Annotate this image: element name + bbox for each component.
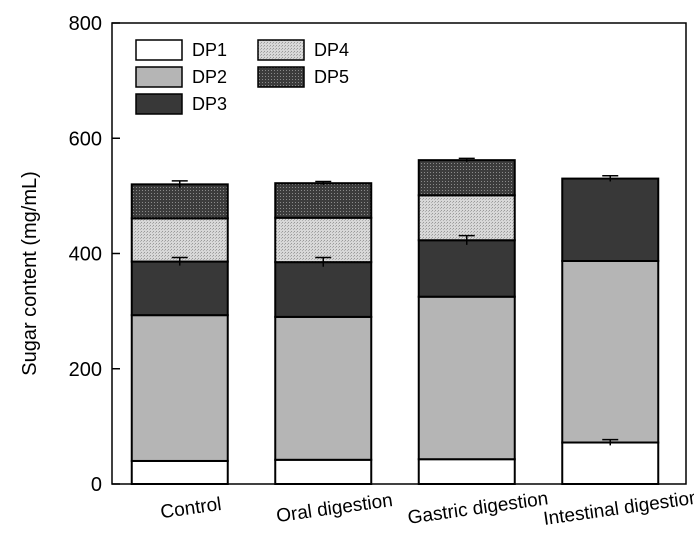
legend-swatch-dp4	[257, 39, 305, 61]
bar-gastric-digestion-dp3	[417, 239, 516, 298]
error-bar-intestinal-digestion-dp1	[602, 438, 619, 446]
bar-gastric-digestion-dp5	[417, 159, 516, 197]
error-bar-gastric-digestion-dp5	[458, 157, 475, 162]
bar-intestinal-digestion-dp2	[561, 259, 660, 444]
bar-control-dp5	[130, 183, 229, 220]
bar-gastric-digestion-dp2	[417, 295, 516, 461]
legend-item-dp4: DP4	[257, 39, 349, 61]
x-tick-label-gastric-digestion: Gastric digestion	[406, 488, 549, 528]
error-bar-intestinal-digestion-dp3	[602, 174, 619, 182]
legend-swatch-dp2	[135, 66, 183, 88]
error-bar-oral-digestion-dp5	[315, 180, 332, 185]
bar-gastric-digestion-dp1	[417, 458, 516, 486]
bar-oral-digestion-dp4	[274, 216, 373, 264]
bar-control-dp2	[130, 314, 229, 462]
bar-intestinal-digestion-dp3	[561, 177, 660, 262]
bar-gastric-digestion-dp4	[417, 194, 516, 242]
y-tick-label-0: 0	[91, 474, 102, 496]
y-tick-label-800: 800	[69, 13, 102, 35]
x-tick-label-control: Control	[159, 494, 223, 523]
x-tick-label-oral-digestion: Oral digestion	[275, 490, 394, 527]
x-tick-label-intestinal-digestion: Intestinal digestion	[542, 487, 694, 530]
error-bar-oral-digestion-dp3	[315, 256, 332, 267]
y-tick-label-600: 600	[69, 128, 102, 150]
legend-item-dp5: DP5	[257, 66, 349, 88]
y-tick-label-200: 200	[69, 359, 102, 381]
legend-item-dp3: DP3	[135, 93, 227, 115]
legend-label-dp3: DP3	[192, 94, 227, 114]
legend-label-dp4: DP4	[314, 40, 349, 60]
legend-label-dp2: DP2	[192, 67, 227, 87]
error-bar-control-dp5	[171, 180, 188, 188]
bar-intestinal-digestion-dp1	[561, 441, 660, 486]
bar-oral-digestion-dp1	[274, 458, 373, 485]
error-bar-control-dp3	[171, 256, 188, 266]
bar-control-dp4	[130, 217, 229, 263]
legend-swatch-dp1	[135, 39, 183, 61]
legend-label-dp1: DP1	[192, 40, 227, 60]
bar-oral-digestion-dp2	[274, 315, 373, 461]
legend-swatch-dp3	[135, 93, 183, 115]
error-bar-gastric-digestion-dp3	[458, 234, 475, 245]
bar-oral-digestion-dp3	[274, 261, 373, 318]
bar-control-dp3	[130, 260, 229, 317]
legend-swatch-dp5	[257, 66, 305, 88]
legend-item-dp1: DP1	[135, 39, 227, 61]
bar-oral-digestion-dp5	[274, 182, 373, 219]
y-tick-label-400: 400	[69, 244, 102, 266]
y-axis-label: Sugar content (mg/mL)	[19, 171, 41, 376]
legend-item-dp2: DP2	[135, 66, 227, 88]
legend-label-dp5: DP5	[314, 67, 349, 87]
bar-control-dp1	[130, 459, 229, 486]
